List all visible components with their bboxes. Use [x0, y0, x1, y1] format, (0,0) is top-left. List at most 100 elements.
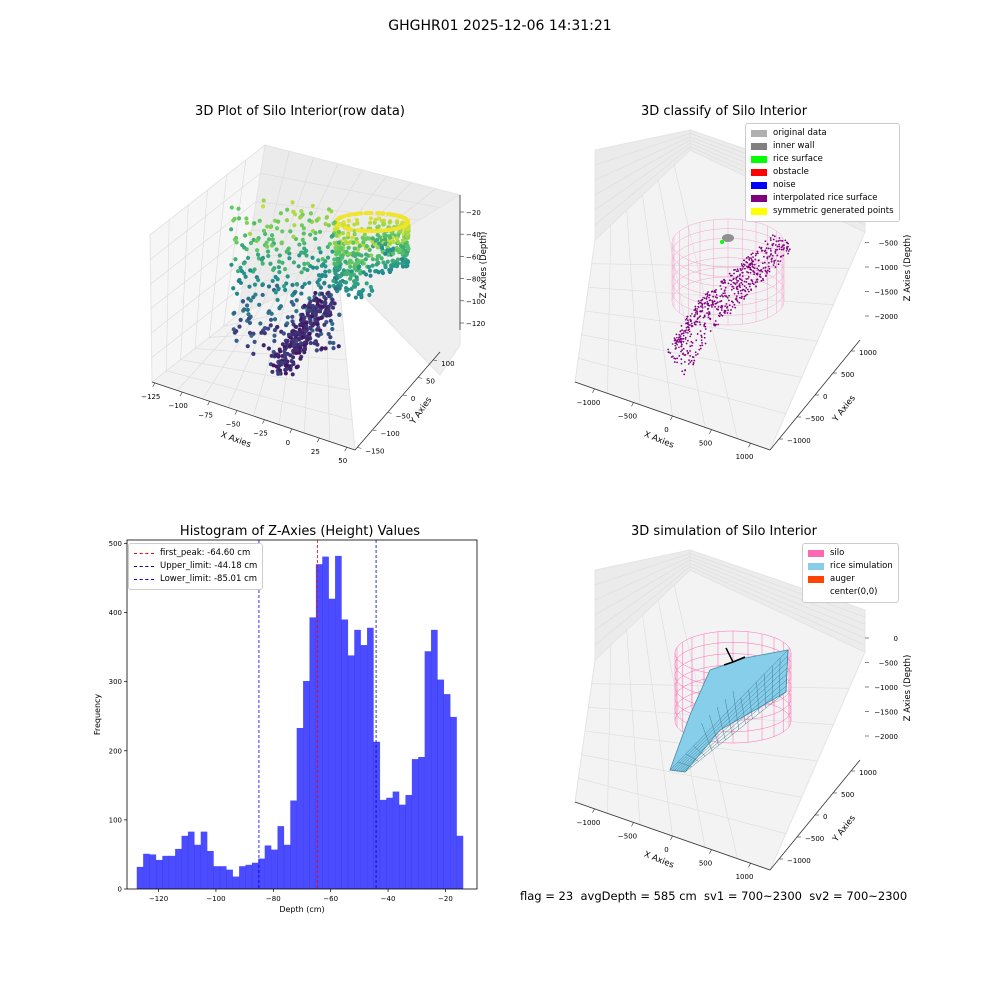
histogram-bar — [155, 859, 163, 889]
data-point — [317, 246, 322, 251]
data-point — [749, 283, 752, 285]
surface-mesh — [693, 745, 706, 757]
data-point — [674, 344, 677, 347]
data-point — [693, 315, 695, 318]
data-point — [265, 249, 271, 254]
data-point — [301, 226, 306, 231]
data-point — [752, 270, 755, 273]
data-point — [234, 338, 239, 343]
histogram-bar — [194, 844, 201, 889]
data-point — [236, 206, 241, 211]
data-point — [706, 312, 708, 314]
data-point — [232, 330, 237, 335]
data-point — [730, 279, 733, 282]
grid-line — [578, 778, 786, 834]
data-point — [694, 307, 697, 310]
histogram-bar — [175, 848, 182, 889]
legend-label: symmetric generated points — [773, 206, 894, 216]
data-point — [680, 333, 683, 335]
x-tick-label: −40 — [381, 895, 396, 903]
data-point — [278, 368, 283, 373]
data-point — [369, 211, 374, 216]
scatter-points — [229, 198, 411, 377]
data-point — [745, 281, 748, 283]
data-point — [703, 332, 706, 335]
data-point — [377, 253, 382, 259]
z-tick-label: −2000 — [874, 313, 898, 321]
data-point — [395, 257, 401, 262]
data-point — [765, 251, 768, 254]
data-point — [352, 246, 357, 251]
histogram-bar — [424, 651, 432, 889]
data-point — [305, 261, 311, 266]
data-point — [302, 261, 307, 267]
data-point — [241, 271, 247, 276]
data-point — [698, 321, 701, 324]
grid-line — [150, 172, 440, 260]
x-tick — [748, 863, 751, 868]
histogram-bar — [367, 627, 374, 889]
histogram-bar — [418, 757, 425, 889]
data-point — [282, 349, 287, 354]
data-point — [722, 292, 725, 295]
data-point — [680, 340, 683, 343]
data-point — [719, 295, 722, 298]
data-point — [682, 334, 685, 337]
data-point — [680, 345, 683, 348]
data-point — [329, 209, 334, 214]
x-tick-label: −60 — [323, 895, 338, 903]
data-point — [323, 221, 328, 227]
histogram-bar — [309, 617, 317, 889]
data-point — [686, 339, 689, 342]
y-tick-label: 1000 — [859, 349, 877, 357]
y-tick-label: 300 — [109, 678, 122, 686]
data-point — [299, 208, 304, 214]
data-point — [684, 336, 687, 339]
data-point — [733, 303, 736, 306]
histogram-bar — [258, 858, 265, 889]
grid-line — [578, 358, 786, 414]
data-point — [671, 343, 674, 345]
data-point — [297, 242, 302, 247]
rice-surface-marker — [720, 240, 724, 244]
data-point — [680, 343, 683, 346]
data-point — [318, 304, 323, 309]
data-point — [757, 265, 760, 267]
data-point — [277, 306, 282, 311]
data-point — [315, 309, 320, 314]
data-point — [375, 211, 380, 216]
data-point — [319, 315, 324, 320]
x-tick — [592, 388, 595, 393]
data-point — [277, 371, 282, 376]
data-point — [272, 327, 278, 333]
data-point — [327, 284, 332, 289]
data-point — [766, 272, 768, 274]
data-point — [254, 238, 259, 244]
x-tick — [670, 415, 673, 421]
x-tick-label: 50 — [338, 457, 347, 465]
data-point — [712, 304, 714, 306]
data-point — [331, 340, 336, 346]
data-point — [756, 250, 759, 253]
x-tick — [631, 822, 634, 827]
data-point — [681, 349, 683, 352]
data-point — [374, 257, 380, 262]
data-point — [768, 255, 771, 258]
y-tick-label: 200 — [109, 747, 122, 755]
data-point — [703, 297, 706, 300]
data-point — [350, 235, 355, 240]
data-point — [721, 314, 724, 317]
data-point — [756, 278, 759, 281]
data-point — [294, 330, 299, 335]
data-point — [774, 266, 777, 268]
data-point — [277, 253, 282, 258]
data-point — [251, 295, 256, 300]
data-point — [686, 315, 689, 318]
data-point — [696, 312, 699, 314]
data-point — [784, 239, 787, 242]
data-point — [752, 283, 755, 286]
data-point — [331, 278, 336, 283]
data-point — [355, 247, 361, 252]
data-point — [682, 337, 685, 340]
data-point — [312, 341, 317, 346]
